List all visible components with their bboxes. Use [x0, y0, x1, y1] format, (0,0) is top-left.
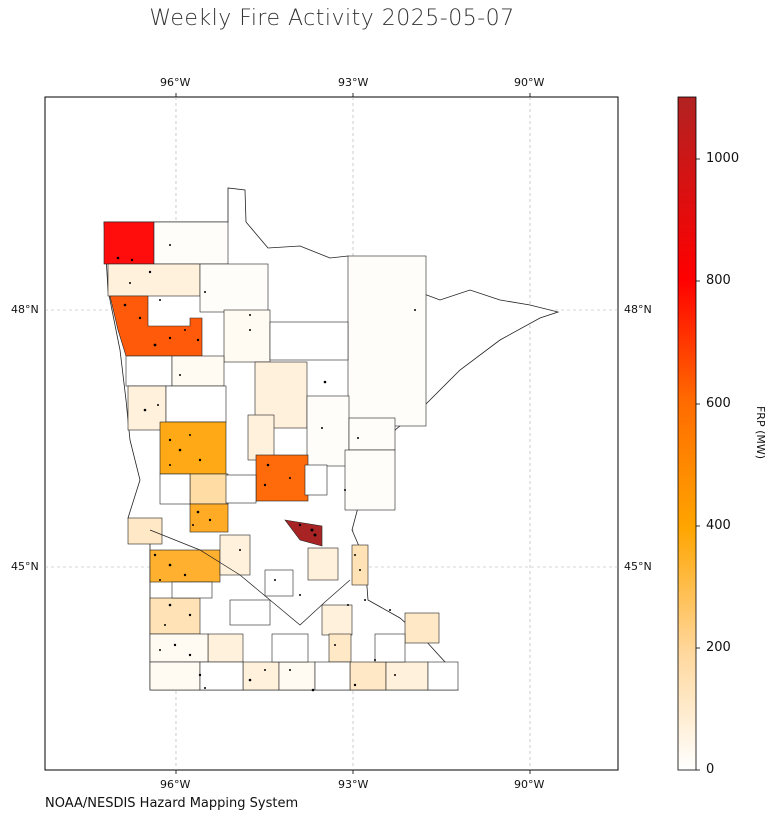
colorbar-tick-0: 0 — [706, 762, 715, 777]
county-lyon — [149, 597, 201, 635]
county-grant — [189, 473, 229, 505]
county-pine — [344, 449, 396, 511]
county-mahnomen — [171, 355, 225, 387]
county-winona — [404, 612, 440, 644]
lon-label-bottom-90w: 90°W — [514, 778, 545, 791]
county-traverse — [159, 473, 191, 505]
colorbar-tick-800: 800 — [706, 273, 731, 288]
county-mcleod — [264, 569, 294, 597]
county-lincoln-north — [171, 581, 213, 599]
county-itasca-west — [269, 321, 349, 361]
county-big-stone — [127, 517, 163, 545]
source-credit: NOAA/NESDIS Hazard Mapping System — [45, 796, 299, 811]
county-otter-tail — [159, 421, 227, 475]
county-nobles — [199, 661, 244, 691]
county-kandiyohi — [219, 534, 251, 576]
county-pope — [225, 474, 257, 504]
map-title: Weekly Fire Activity 2025-05-07 — [149, 6, 515, 31]
colorbar-ticks — [696, 158, 700, 771]
county-polk — [109, 295, 203, 357]
lon-label-bottom-93w: 93°W — [338, 778, 369, 791]
colorbar-tick-200: 200 — [706, 640, 731, 655]
county-carlton — [348, 417, 396, 451]
lon-label-bottom-96w: 96°W — [160, 778, 191, 791]
lat-label-left-48n: 48°N — [11, 303, 39, 316]
county-olmsted — [374, 633, 406, 663]
county-freeborn — [314, 661, 351, 691]
river-line — [149, 529, 351, 626]
fire-detections — [116, 244, 416, 692]
lat-label-right-48n: 48°N — [624, 303, 652, 316]
county-washington — [351, 544, 369, 586]
county-marshall — [107, 263, 201, 297]
lon-label-top-93w: 93°W — [338, 76, 369, 89]
county-mille-lacs — [304, 464, 328, 496]
county-houston — [427, 661, 459, 691]
map-ticks — [175, 93, 531, 774]
county-fillmore — [385, 661, 429, 691]
colorbar — [677, 96, 697, 771]
county-norman — [125, 355, 173, 387]
lon-label-top-96w: 96°W — [160, 76, 191, 89]
county-clay — [127, 385, 167, 431]
lat-label-left-45n: 45°N — [11, 560, 39, 573]
county-hennepin — [307, 547, 339, 581]
county-stevens — [189, 503, 229, 533]
county-morrison — [255, 454, 309, 502]
county-cottonwood — [207, 633, 244, 663]
county-rock — [149, 661, 201, 691]
county-scott — [321, 604, 353, 636]
colorbar-label: FRP (MW) — [754, 405, 768, 460]
county-yellow-medicine — [149, 549, 221, 583]
colorbar-tick-600: 600 — [706, 396, 731, 411]
county-mower — [349, 661, 387, 691]
county-watonwan — [271, 633, 309, 663]
county-st-louis — [347, 255, 427, 427]
colorbar-tick-1000: 1000 — [706, 151, 740, 166]
counties — [103, 221, 459, 691]
county-murray — [149, 633, 209, 663]
county-sherburne — [284, 519, 323, 547]
county-becker — [165, 385, 227, 423]
county-jackson — [242, 661, 280, 691]
colorbar-tick-400: 400 — [706, 518, 731, 533]
county-clearwater — [223, 309, 271, 363]
county-roseau — [153, 221, 229, 265]
county-beltrami-north — [199, 263, 269, 313]
county-crow-wing-west — [247, 414, 275, 461]
lat-label-right-45n: 45°N — [624, 560, 652, 573]
lon-label-top-90w: 90°W — [514, 76, 545, 89]
county-martin — [278, 661, 316, 691]
county-kittson — [103, 221, 155, 265]
county-redwood — [229, 599, 271, 626]
county-aitkin — [306, 395, 350, 467]
county-rice — [328, 633, 352, 663]
